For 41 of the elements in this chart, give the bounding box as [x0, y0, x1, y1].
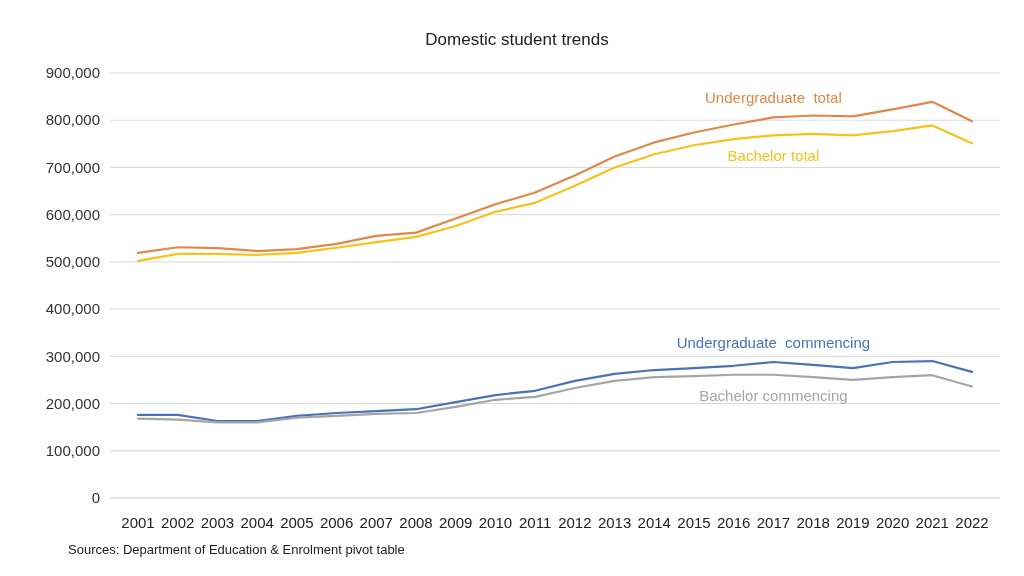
x-tick-label: 2016 — [717, 514, 751, 531]
series-label: Bachelor commencing — [699, 386, 848, 404]
series-label: Bachelor total — [727, 147, 820, 165]
x-tick-label: 2002 — [161, 514, 195, 531]
y-tick-label: 600,000 — [45, 205, 100, 223]
y-tick-label: 900,000 — [45, 64, 100, 82]
x-tick-label: 2009 — [439, 514, 473, 531]
x-tick-label: 2001 — [121, 514, 155, 531]
y-tick-label: 700,000 — [45, 158, 100, 176]
x-tick-label: 2008 — [399, 514, 433, 531]
x-tick-label: 2004 — [240, 514, 274, 531]
x-tick-label: 2014 — [637, 514, 671, 531]
x-tick-label: 2010 — [478, 514, 513, 531]
x-tick-label: 2011 — [519, 514, 552, 531]
x-tick-label: 2007 — [359, 514, 393, 531]
y-tick-label: 300,000 — [45, 347, 100, 365]
x-tick-label: 2019 — [836, 514, 870, 531]
source-note: Sources: Department of Education & Enrolment pivot table — [68, 542, 405, 557]
x-tick-label: 2012 — [558, 514, 592, 531]
x-tick-label: 2013 — [597, 514, 632, 531]
y-tick-label: 0 — [91, 489, 100, 507]
y-tick-label: 800,000 — [45, 111, 100, 129]
y-tick-label: 100,000 — [45, 442, 100, 460]
series-label: Undergraduate commencing — [676, 334, 871, 351]
x-tick-label: 2017 — [756, 514, 791, 531]
chart-title: Domestic student trends — [425, 30, 609, 49]
y-tick-label: 200,000 — [45, 394, 100, 412]
x-tick-label: 2006 — [319, 514, 354, 531]
line-series — [136, 124, 974, 263]
x-tick-label: 2003 — [200, 514, 235, 531]
series-label: Undergraduate total — [705, 89, 842, 107]
x-tick-label: 2005 — [280, 514, 314, 531]
line-series — [136, 359, 974, 423]
line-series — [136, 373, 974, 424]
x-tick-label: 2022 — [955, 514, 989, 531]
x-tick-label: 2020 — [875, 514, 910, 531]
y-tick-label: 400,000 — [45, 300, 100, 318]
x-tick-label: 2021 — [915, 514, 949, 531]
x-tick-label: 2018 — [796, 514, 830, 531]
x-tick-label: 2015 — [677, 514, 711, 531]
y-tick-label: 500,000 — [45, 253, 100, 271]
